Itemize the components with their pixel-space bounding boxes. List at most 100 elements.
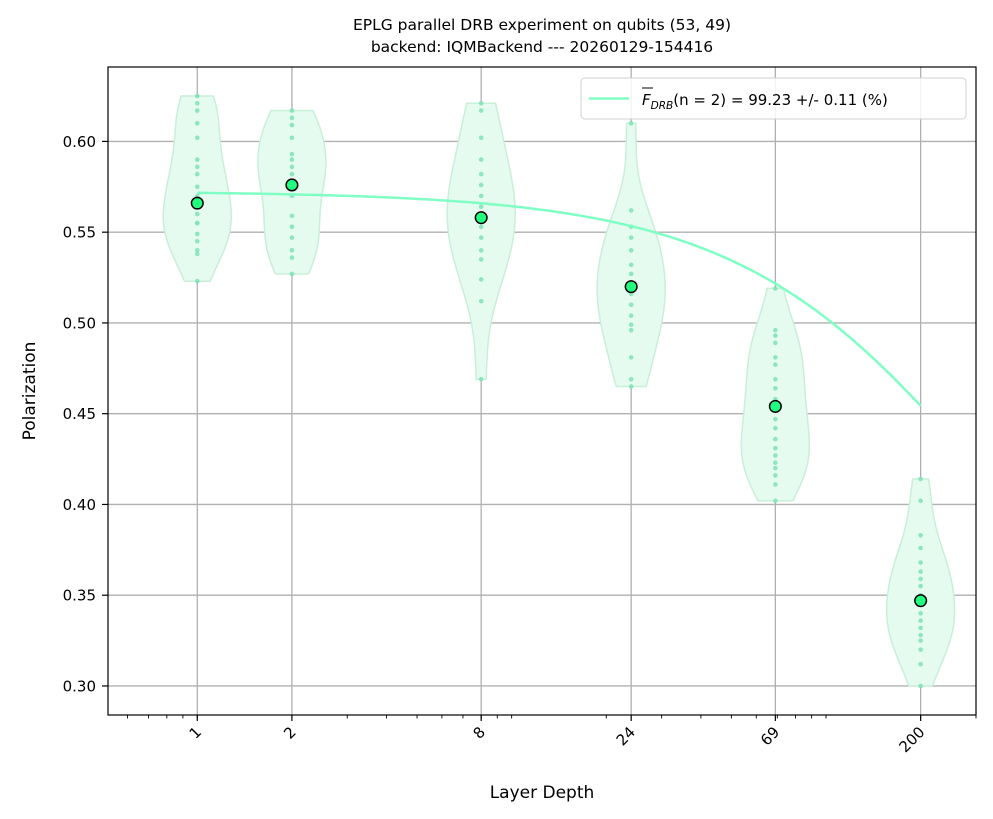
y-axis-ticks: 0.30 0.35 0.40 0.45 0.50 0.55 0.60 <box>63 133 108 695</box>
mean-marker <box>624 280 638 294</box>
chart-subtitle: backend: IQMBackend --- 20260129-154416 <box>370 38 714 56</box>
sample-point <box>773 425 778 431</box>
sample-point <box>194 238 200 244</box>
sample-point <box>289 164 295 170</box>
x-axis-ticks: 1 2 8 24 69 200 <box>127 715 977 756</box>
sample-point <box>628 120 634 126</box>
sample-point <box>194 248 200 253</box>
sample-point <box>478 257 484 262</box>
legend-label-prefix: F <box>642 91 651 109</box>
sample-point <box>289 235 295 240</box>
fit-curve-group <box>197 191 922 407</box>
sample-point <box>918 569 923 574</box>
violin-body <box>446 102 516 380</box>
plot-frame <box>107 66 977 716</box>
sample-point <box>628 248 634 253</box>
sample-point <box>478 298 484 304</box>
sample-point <box>194 157 200 162</box>
y-tick-label: 0.55 <box>63 224 96 242</box>
violins <box>162 95 956 687</box>
x-tick-label: 8 <box>470 723 489 742</box>
sample-point <box>194 93 200 99</box>
sample-point <box>628 384 634 389</box>
sample-point <box>773 355 778 360</box>
sample-point <box>628 327 634 333</box>
sample-point <box>773 453 778 458</box>
sample-point <box>773 362 778 367</box>
sample-point <box>478 101 484 106</box>
sample-point <box>194 101 200 106</box>
sample-point <box>194 120 200 126</box>
sample-point <box>478 182 484 188</box>
sample-point <box>478 248 484 253</box>
sample-point <box>773 445 778 451</box>
mean-markers <box>190 178 928 608</box>
mean-marker <box>474 211 488 225</box>
sample-point <box>628 302 634 308</box>
chart-title: EPLG parallel DRB experiment on qubits (… <box>352 16 732 34</box>
y-tick-label: 0.45 <box>63 405 96 423</box>
y-tick-label: 0.30 <box>63 677 96 695</box>
sample-point <box>194 211 200 217</box>
y-tick-label: 0.40 <box>63 496 96 514</box>
legend-label-sub: DRB <box>651 100 674 112</box>
x-tick-label: 2 <box>280 723 299 742</box>
mean-marker <box>190 196 204 210</box>
legend-box <box>580 77 967 120</box>
sample-point <box>773 436 778 442</box>
sample-point <box>289 135 295 141</box>
sample-point <box>918 533 923 538</box>
sample-point <box>918 576 923 582</box>
sample-point <box>478 376 484 382</box>
sample-point <box>478 157 484 162</box>
sample-point <box>289 255 295 260</box>
sample-point <box>918 560 923 565</box>
sample-point <box>918 498 923 504</box>
sample-point <box>289 271 295 277</box>
violin-body <box>740 287 811 502</box>
sample-point <box>773 376 778 382</box>
x-tick-label: 1 <box>186 723 205 742</box>
x-axis-label: Layer Depth <box>490 783 595 803</box>
sample-point <box>478 135 484 141</box>
sample-point <box>289 157 295 162</box>
sample-point <box>918 583 923 589</box>
violin-body <box>885 478 956 687</box>
sample-point <box>478 193 484 199</box>
sample-point <box>773 385 778 391</box>
sample-point <box>478 224 484 230</box>
violin-body <box>596 122 666 388</box>
sample-point <box>773 416 778 422</box>
sample-point <box>773 340 778 346</box>
sample-point <box>194 184 200 190</box>
sample-point <box>289 122 295 128</box>
sample-point <box>918 611 923 616</box>
sample-point <box>773 465 778 471</box>
sample-point <box>289 248 295 253</box>
legend-label: FDRB(n = 2) = 99.23 +/- 0.11 (%) <box>642 91 888 112</box>
sample-point <box>478 235 484 240</box>
sample-point <box>194 231 200 237</box>
sample-point <box>773 482 778 487</box>
sample-point <box>918 683 923 689</box>
sample-point <box>773 473 778 478</box>
sample-point <box>918 625 923 631</box>
sample-point <box>194 164 200 170</box>
sample-point <box>918 661 923 667</box>
sample-point <box>918 647 923 652</box>
mean-marker <box>768 399 782 413</box>
sample-point <box>918 545 923 551</box>
sample-point <box>478 277 484 282</box>
sample-point <box>918 618 923 623</box>
sample-point <box>289 171 295 177</box>
x-tick-label: 69 <box>757 723 783 749</box>
sample-point <box>194 220 200 226</box>
sample-point <box>628 322 634 328</box>
sample-point <box>773 327 778 333</box>
sample-point <box>289 115 295 121</box>
sample-point <box>773 460 778 465</box>
sample-point <box>918 632 923 638</box>
sample-point <box>628 271 634 277</box>
sample-point <box>289 151 295 157</box>
